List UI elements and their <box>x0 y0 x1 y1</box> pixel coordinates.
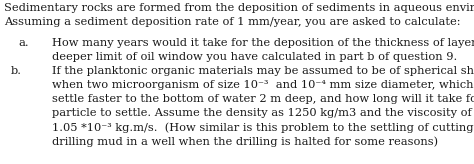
Text: particle to settle. Assume the density as 1250 kg/m3 and the viscosity of water : particle to settle. Assume the density a… <box>52 108 474 118</box>
Text: settle faster to the bottom of water 2 m deep, and how long will it take for the: settle faster to the bottom of water 2 m… <box>52 94 474 104</box>
Text: when two microorganism of size 10⁻³  and 10⁻⁴ mm size diameter, which one will: when two microorganism of size 10⁻³ and … <box>52 80 474 90</box>
Text: a.: a. <box>18 38 28 48</box>
Text: b.: b. <box>11 66 22 76</box>
Text: deeper limit of oil window you have calculated in part b of question 9.: deeper limit of oil window you have calc… <box>52 52 457 62</box>
Text: How many years would it take for the deposition of the thickness of layers for t: How many years would it take for the dep… <box>52 38 474 48</box>
Text: Sedimentary rocks are formed from the deposition of sediments in aqueous environ: Sedimentary rocks are formed from the de… <box>4 3 474 13</box>
Text: If the planktonic organic materials may be assumed to be of spherical shape,: If the planktonic organic materials may … <box>52 66 474 76</box>
Text: 1.05 *10⁻³ kg.m/s.  (How similar is this problem to the settling of cuttings in: 1.05 *10⁻³ kg.m/s. (How similar is this … <box>52 122 474 133</box>
Text: drilling mud in a well when the drilling is halted for some reasons): drilling mud in a well when the drilling… <box>52 136 438 147</box>
Text: Assuming a sediment deposition rate of 1 mm/year, you are asked to calculate:: Assuming a sediment deposition rate of 1… <box>4 17 461 27</box>
